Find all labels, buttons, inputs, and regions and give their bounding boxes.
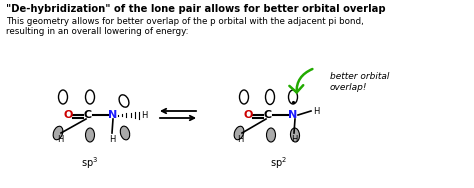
Text: H: H — [291, 135, 297, 144]
Text: N: N — [109, 110, 118, 120]
Text: sp$^2$: sp$^2$ — [270, 155, 286, 171]
Text: H: H — [141, 111, 147, 120]
Text: H: H — [57, 135, 63, 144]
Ellipse shape — [291, 128, 300, 142]
Text: better orbital
overlap!: better orbital overlap! — [330, 72, 389, 92]
Text: resulting in an overall lowering of energy:: resulting in an overall lowering of ener… — [6, 27, 189, 36]
Text: O: O — [243, 110, 253, 120]
Ellipse shape — [119, 95, 129, 107]
Text: C: C — [264, 110, 272, 120]
Text: "De-hybridization" of the lone pair allows for better orbital overlap: "De-hybridization" of the lone pair allo… — [6, 4, 386, 14]
Text: C: C — [84, 110, 92, 120]
Ellipse shape — [265, 89, 274, 105]
Ellipse shape — [53, 126, 63, 140]
Text: H: H — [237, 135, 243, 144]
Ellipse shape — [266, 128, 275, 142]
Ellipse shape — [239, 90, 248, 104]
Ellipse shape — [234, 126, 244, 140]
Ellipse shape — [85, 128, 94, 142]
Ellipse shape — [58, 90, 67, 104]
Text: H: H — [313, 106, 319, 115]
Text: H: H — [109, 135, 115, 144]
Text: sp$^3$: sp$^3$ — [82, 155, 99, 171]
Ellipse shape — [85, 90, 94, 104]
Ellipse shape — [289, 90, 298, 104]
FancyArrowPatch shape — [289, 69, 312, 92]
Text: O: O — [64, 110, 73, 120]
Text: N: N — [288, 110, 298, 120]
Text: This geometry allows for better overlap of the p orbital with the adjacent pi bo: This geometry allows for better overlap … — [6, 17, 364, 26]
Ellipse shape — [120, 126, 130, 140]
